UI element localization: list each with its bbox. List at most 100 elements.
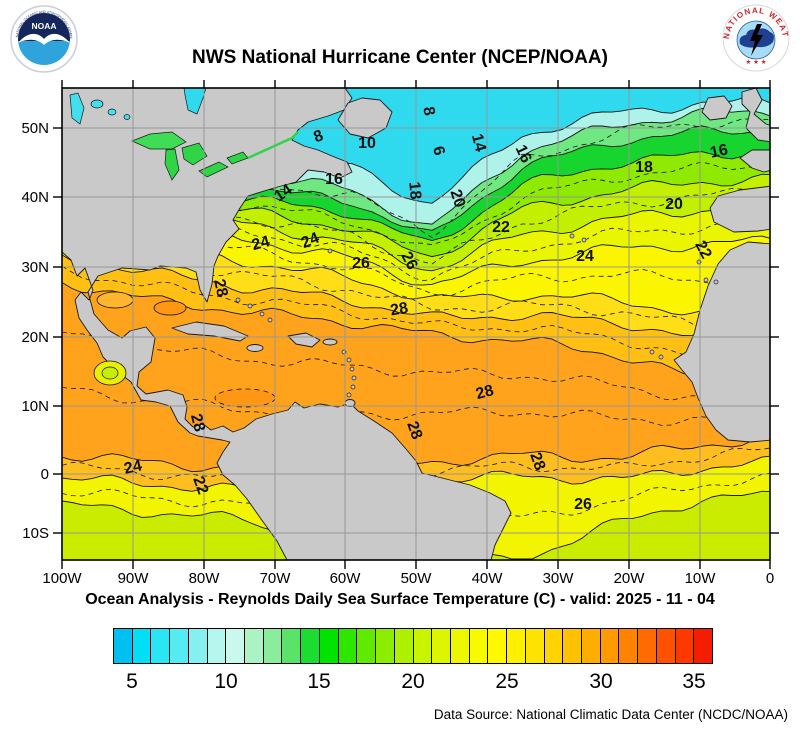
colorbar-cell: [488, 629, 508, 663]
lat-tick-label: 10N: [21, 398, 49, 415]
contour-label: 18: [635, 159, 653, 176]
colorbar-tick-label: 15: [307, 670, 331, 693]
small-island: [327, 248, 333, 254]
small-island: [346, 392, 352, 398]
caribbean-warm-pool: [214, 388, 276, 408]
colorbar-tick-label: 10: [214, 670, 238, 693]
small-island: [350, 384, 356, 390]
lake-michigan: [164, 148, 180, 181]
colorbar-tick-labels: 5 10 15 20 25 30 35: [113, 670, 713, 696]
tehuantepec-cool-core: [101, 366, 119, 380]
noaa-wordmark: NOAA: [31, 21, 56, 31]
lat-tick-label: 0: [41, 466, 49, 483]
colorbar-cell: [394, 629, 414, 663]
map-caption: Ocean Analysis - Reynolds Daily Sea Surf…: [85, 591, 715, 608]
colorbar-cell: [151, 629, 171, 663]
contour-label: 16: [325, 171, 343, 188]
lon-tick-label: 80W: [189, 570, 221, 585]
contour-label: 22: [189, 474, 211, 497]
contour-label: 24: [250, 233, 272, 254]
lon-tick-label: 10W: [685, 570, 717, 585]
land-jamaica: [246, 344, 264, 352]
lon-tick-label: 90W: [118, 570, 150, 585]
land-americas: [62, 88, 512, 560]
contour-label: 20: [665, 196, 683, 213]
sst-dashed-contour: [62, 265, 770, 371]
small-island: [713, 279, 719, 285]
lightning-icon: [750, 24, 763, 56]
graticule: [62, 88, 770, 560]
contour-label: 28: [187, 412, 208, 434]
contour-label: 18: [405, 181, 423, 200]
lon-tick-label: 30W: [543, 570, 575, 585]
colorbar-cell: [507, 629, 526, 663]
colorbar-tick-label: 5: [126, 670, 138, 693]
noaa-logo: NATIONAL OCEANIC AND ATMOSPHERIC ADMINIS…: [10, 5, 78, 73]
colorbar-cell: [226, 629, 246, 663]
lake-superior: [131, 131, 187, 150]
land-ireland: [701, 95, 733, 121]
axis-ticks: [53, 80, 779, 569]
contour-label: 28: [210, 278, 230, 299]
lon-tick-label: 20W: [614, 570, 646, 585]
colorbar-cell: [114, 629, 133, 663]
small-island: [259, 311, 265, 317]
colorbar-cell: [357, 629, 377, 663]
colorbar-cell: [170, 629, 189, 663]
colorbar-tick-label: 25: [495, 670, 519, 693]
small-island: [351, 375, 357, 381]
contour-label: 16: [512, 142, 535, 165]
page-title: NWS National Hurricane Center (NCEP/NOAA…: [192, 47, 608, 68]
sst-dashed-contour: [62, 472, 770, 528]
colorbar-cell: [188, 629, 208, 663]
contour-label: 10: [358, 135, 376, 152]
colorbar-cell: [638, 629, 657, 663]
colorbar-cell: [581, 629, 601, 663]
contour-label: 28: [526, 450, 548, 473]
contour-label: 6: [429, 144, 448, 157]
colorbar-cell: [544, 629, 564, 663]
colorbar-cell: [619, 629, 639, 663]
lake: [123, 114, 131, 120]
lon-tick-label: 0: [766, 570, 774, 585]
colorbar-cell: [338, 629, 358, 663]
colorbar-cell: [282, 629, 302, 663]
lake: [90, 99, 104, 109]
lat-tick-label: 20N: [21, 329, 49, 346]
colorbar-cell: [525, 629, 545, 663]
sst-dashed-contour: [62, 224, 770, 297]
small-island: [235, 297, 241, 303]
small-island: [349, 366, 355, 372]
lat-tick-label: 30N: [21, 259, 49, 276]
colorbar-tick-label: 20: [401, 670, 425, 693]
colorbar-cell: [263, 629, 283, 663]
lon-tick-label: 40W: [472, 570, 504, 585]
sst-dashed-contour: [62, 118, 770, 238]
colorbar-cell: [600, 629, 620, 663]
colorbar-tick-label: 35: [682, 670, 706, 693]
land-europe: [739, 149, 770, 173]
contour-label: 24: [576, 248, 594, 265]
lake: [107, 108, 117, 116]
colorbar-tick-label: 30: [589, 670, 613, 693]
small-island: [658, 354, 664, 360]
james-bay: [183, 88, 207, 115]
contour-label: 14: [468, 132, 489, 154]
lon-tick-label: 60W: [330, 570, 362, 585]
lon-tick-label: 50W: [401, 570, 433, 585]
nws-logo: NATIONAL WEATHER SERVICE ★ ★ ★: [722, 4, 790, 72]
colorbar-cell: [376, 629, 395, 663]
colorbar-cell: [207, 629, 227, 663]
axis-labels: 100W 90W 80W 70W 60W 50W 40W 30W 20W 10W 0 50N 40N 30…: [21, 120, 774, 585]
colorbar-cell: [132, 629, 152, 663]
contour-label: 16: [709, 141, 730, 161]
st-lawrence-river: [247, 131, 299, 160]
gulf-warm-eddy: [153, 300, 187, 316]
contour-label: 28: [474, 382, 496, 403]
contour-label: 8: [419, 105, 437, 117]
contour-label: 26: [397, 249, 420, 273]
sst-band: [62, 491, 770, 560]
